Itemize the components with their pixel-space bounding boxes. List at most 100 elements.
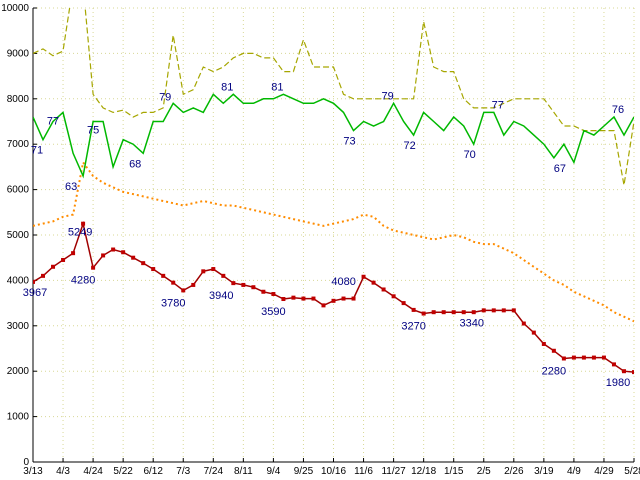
data-point-marker <box>571 355 576 360</box>
annotation-label: 77 <box>492 99 504 111</box>
data-point-marker <box>331 298 336 303</box>
annotation-label: 77 <box>47 115 59 127</box>
data-point-marker <box>471 310 476 315</box>
x-axis-tick-label: 7/3 <box>176 466 190 477</box>
data-point-marker <box>461 310 466 315</box>
x-axis-tick-label: 7/24 <box>204 466 224 477</box>
x-axis-tick-label: 3/19 <box>534 466 554 477</box>
data-point-marker <box>221 273 226 278</box>
x-axis-tick-label: 2/5 <box>477 466 491 477</box>
annotation-label: 63 <box>65 181 77 193</box>
data-point-marker <box>561 356 566 361</box>
annotation-label: 3590 <box>261 306 285 318</box>
data-point-marker <box>431 310 436 315</box>
data-point-marker <box>511 308 516 313</box>
data-point-marker <box>181 288 186 293</box>
annotation-label: 3780 <box>161 297 185 309</box>
data-point-marker <box>531 330 536 335</box>
data-point-marker <box>321 303 326 308</box>
y-axis-tick-label: 10000 <box>1 3 29 14</box>
data-point-marker <box>271 292 276 297</box>
x-axis-tick-label: 10/16 <box>321 466 346 477</box>
data-point-marker <box>632 370 634 375</box>
data-point-marker <box>231 281 236 286</box>
data-point-marker <box>131 255 136 260</box>
x-axis-tick-label: 9/4 <box>266 466 280 477</box>
data-point-marker <box>361 274 366 279</box>
data-point-marker <box>141 261 146 266</box>
x-axis-tick-label: 12/18 <box>411 466 436 477</box>
data-point-marker <box>381 287 386 292</box>
series-orange-dotted-line <box>33 159 634 323</box>
x-axis-tick-label: 5/22 <box>113 466 133 477</box>
annotation-label: 81 <box>221 81 233 93</box>
data-point-marker <box>171 280 176 285</box>
data-point-marker <box>111 247 116 252</box>
data-point-marker <box>241 282 246 287</box>
data-point-marker <box>451 310 456 315</box>
y-axis-tick-label: 2000 <box>7 366 30 377</box>
annotation-label: 1980 <box>606 377 630 389</box>
data-point-marker <box>71 251 76 256</box>
data-point-marker <box>161 273 166 278</box>
annotation-label: 75 <box>87 125 99 137</box>
x-axis-tick-label: 4/24 <box>83 466 103 477</box>
data-point-marker <box>151 267 156 272</box>
data-point-marker <box>421 311 426 316</box>
y-axis-tick-label: 4000 <box>7 275 30 286</box>
data-point-marker <box>591 355 596 360</box>
annotation-label: 71 <box>31 145 43 157</box>
annotation-label: 72 <box>403 140 415 152</box>
y-axis-tick-label: 5000 <box>7 230 30 241</box>
data-point-marker <box>261 289 266 294</box>
x-axis-tick-label: 4/3 <box>56 466 70 477</box>
annotation-label: 67 <box>554 163 566 175</box>
plot-area <box>33 8 634 375</box>
x-axis-tick-label: 1/15 <box>444 466 464 477</box>
x-axis-tick-label: 4/29 <box>594 466 614 477</box>
data-point-marker <box>61 257 66 262</box>
x-axis-tick-label: 5/28 <box>624 466 640 477</box>
data-point-marker <box>611 362 616 367</box>
x-axis-tick-label: 3/13 <box>23 466 43 477</box>
annotation-label: 79 <box>381 90 393 102</box>
data-point-marker <box>251 285 256 290</box>
data-point-marker <box>191 282 196 287</box>
annotation-label: 76 <box>612 104 624 116</box>
y-axis-tick-label: 0 <box>23 457 29 468</box>
annotation-label: 3967 <box>23 287 47 299</box>
y-axis-tick-label: 6000 <box>7 185 30 196</box>
data-point-marker <box>481 308 486 313</box>
annotation-label: 3940 <box>209 290 233 302</box>
annotation-label: 68 <box>129 158 141 170</box>
data-point-marker <box>621 369 626 374</box>
data-point-marker <box>301 296 306 301</box>
x-axis-tick-label: 11/27 <box>381 466 406 477</box>
data-point-marker <box>201 269 206 274</box>
data-point-marker <box>371 280 376 285</box>
data-point-marker <box>341 296 346 301</box>
data-point-marker <box>491 308 496 313</box>
annotation-label: 2280 <box>542 366 566 378</box>
data-point-marker <box>501 308 506 313</box>
y-axis-tick-label: 7000 <box>7 139 30 150</box>
x-axis-tick-label: 6/12 <box>143 466 163 477</box>
data-point-marker <box>581 355 586 360</box>
annotation-label: 3270 <box>401 321 425 333</box>
data-point-marker <box>521 321 526 326</box>
data-point-marker <box>351 296 356 301</box>
data-point-marker <box>121 250 126 255</box>
series-green-solid-line <box>33 93 634 179</box>
data-point-marker <box>281 297 286 302</box>
annotations-group: 71 77 63 75 68 79 81 81 73 79 72 70 77 67 76 3967 5249 42… <box>23 81 630 389</box>
annotation-label: 5249 <box>68 227 92 239</box>
data-point-marker <box>81 221 86 226</box>
x-axis-tick-label: 4/9 <box>567 466 581 477</box>
y-axis-tick-label: 9000 <box>7 48 30 59</box>
data-point-marker <box>41 273 46 278</box>
x-axis-tick-label: 2/26 <box>504 466 524 477</box>
data-point-marker <box>601 355 606 360</box>
